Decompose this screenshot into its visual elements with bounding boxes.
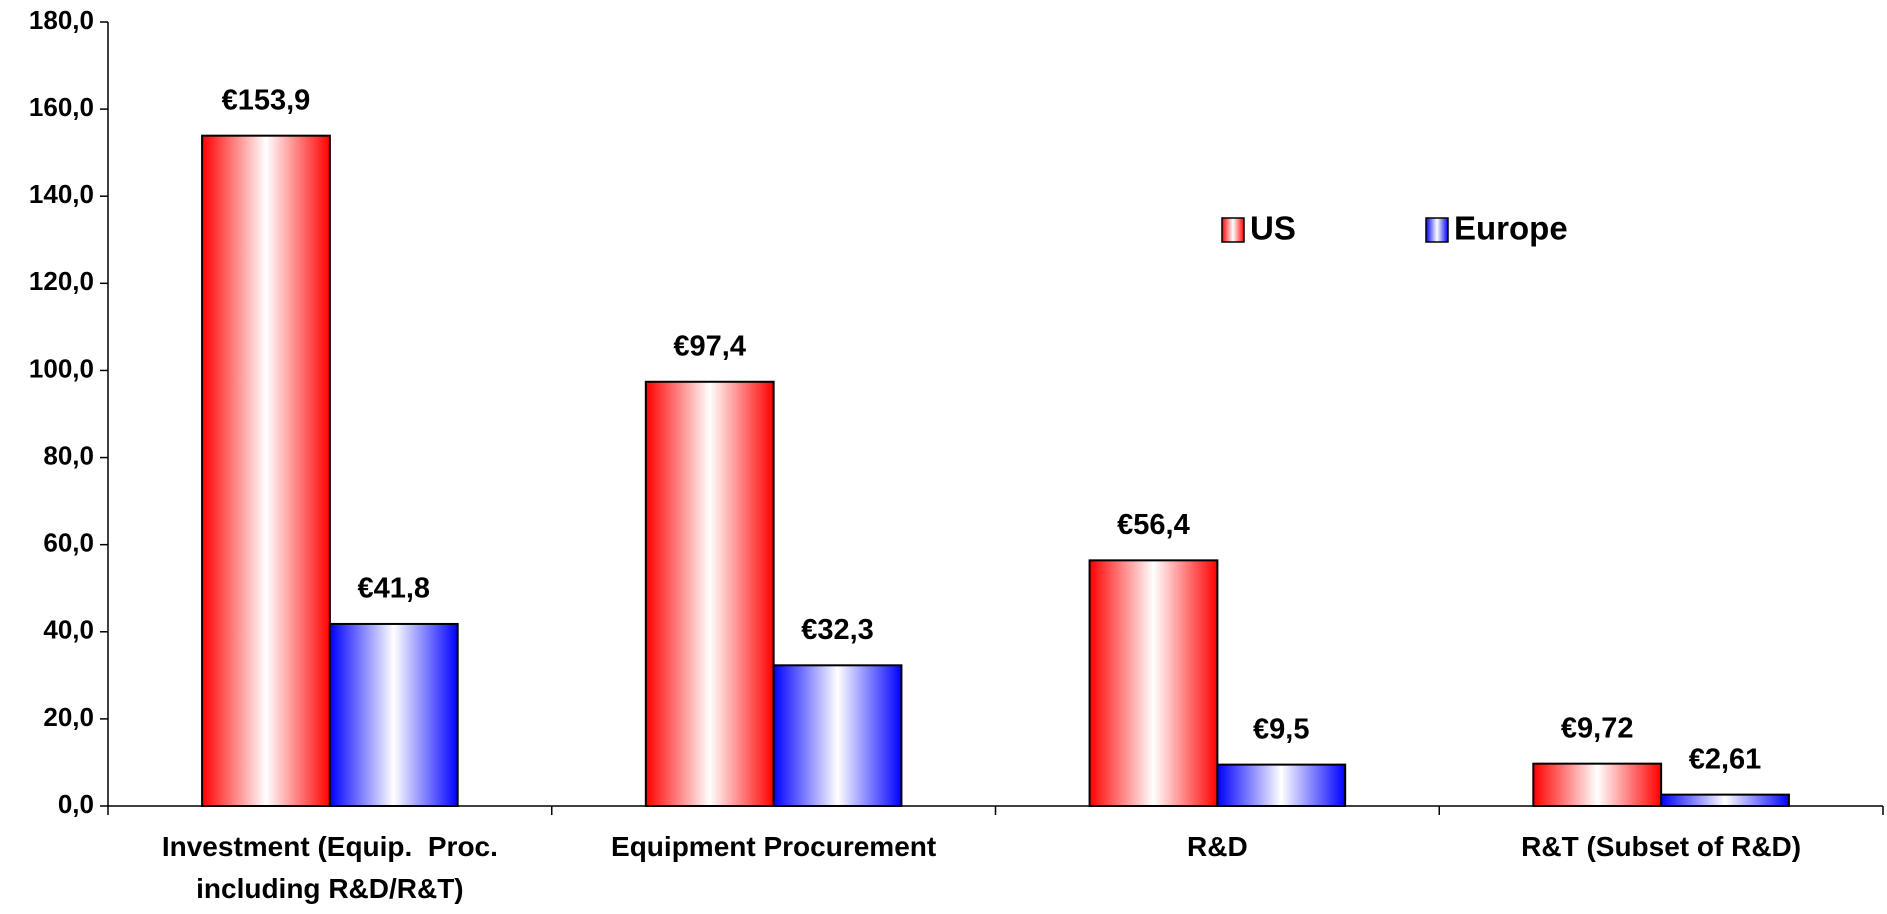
x-tick-label: R&T (Subset of R&D) <box>1521 831 1802 862</box>
legend-label: Europe <box>1454 210 1568 247</box>
legend-label: US <box>1250 210 1296 247</box>
value-label: €9,5 <box>1253 713 1309 745</box>
bar <box>772 664 903 807</box>
y-tick-label: 80,0 <box>43 440 94 470</box>
y-tick-label: 160,0 <box>29 92 94 122</box>
value-label: €9,72 <box>1561 712 1634 744</box>
y-tick-label: 180,0 <box>29 5 94 35</box>
y-tick-label: 0,0 <box>58 789 94 819</box>
y-tick-label: 100,0 <box>29 353 94 383</box>
legend-swatch <box>1221 217 1245 243</box>
legend-swatch <box>1425 217 1449 243</box>
y-tick-label: 40,0 <box>43 615 94 645</box>
value-label: €153,9 <box>222 84 311 116</box>
x-tick-label: Equipment Procurement <box>611 831 937 862</box>
x-tick-label: R&D <box>1187 831 1248 862</box>
value-label: €56,4 <box>1117 509 1190 541</box>
bar <box>1532 762 1663 807</box>
y-tick-label: 140,0 <box>29 179 94 209</box>
bar <box>1216 763 1347 807</box>
value-label: €32,3 <box>801 614 874 646</box>
y-tick-label: 20,0 <box>43 702 94 732</box>
y-tick-label: 120,0 <box>29 266 94 296</box>
value-label: €2,61 <box>1689 743 1762 775</box>
bar <box>1088 559 1219 808</box>
bar <box>201 134 331 807</box>
bar <box>1660 793 1790 808</box>
bar <box>644 380 775 807</box>
bar <box>328 622 459 808</box>
value-label: €97,4 <box>673 330 746 362</box>
x-tick-label: Investment (Equip. Proc. including R&D/R… <box>161 831 506 904</box>
value-label: €41,8 <box>357 573 430 605</box>
y-tick-label: 60,0 <box>43 528 94 558</box>
